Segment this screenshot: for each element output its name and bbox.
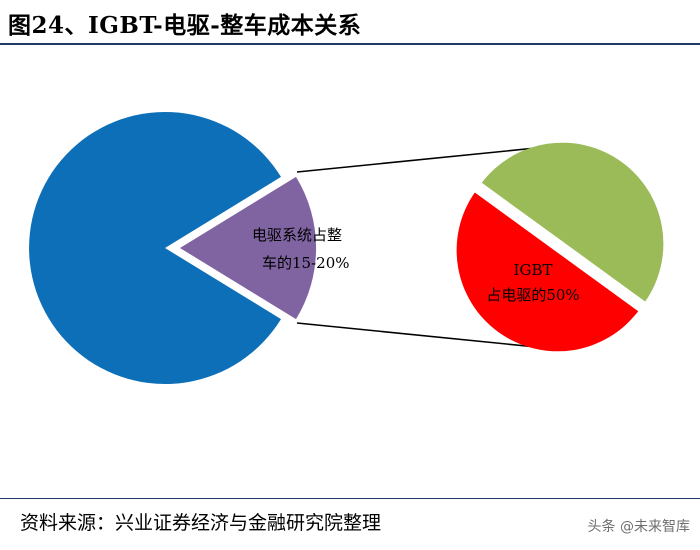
source-note: 资料来源：兴业证券经济与金融研究院整理 xyxy=(20,512,382,534)
edrive-pie-slice xyxy=(180,176,317,320)
vehicle-pie-slice xyxy=(29,111,281,384)
source-divider xyxy=(0,498,700,499)
connector-line-bottom xyxy=(296,322,547,349)
rest-pie-slice xyxy=(481,142,664,302)
igbt-label-line1: IGBT xyxy=(514,261,553,279)
watermark: 头条 @未来智库 xyxy=(587,519,690,535)
title-underline xyxy=(0,43,700,45)
igbt-pie-slice xyxy=(456,192,639,352)
edrive-label-line2: 车的15-20% xyxy=(262,254,350,272)
edrive-label-line1: 电驱系统占整 xyxy=(252,226,342,244)
igbt-label-line2: 占电驱的50% xyxy=(486,286,579,304)
chart-title: 图24、IGBT-电驱-整车成本关系 xyxy=(8,12,362,39)
connector-line-top xyxy=(296,146,547,173)
